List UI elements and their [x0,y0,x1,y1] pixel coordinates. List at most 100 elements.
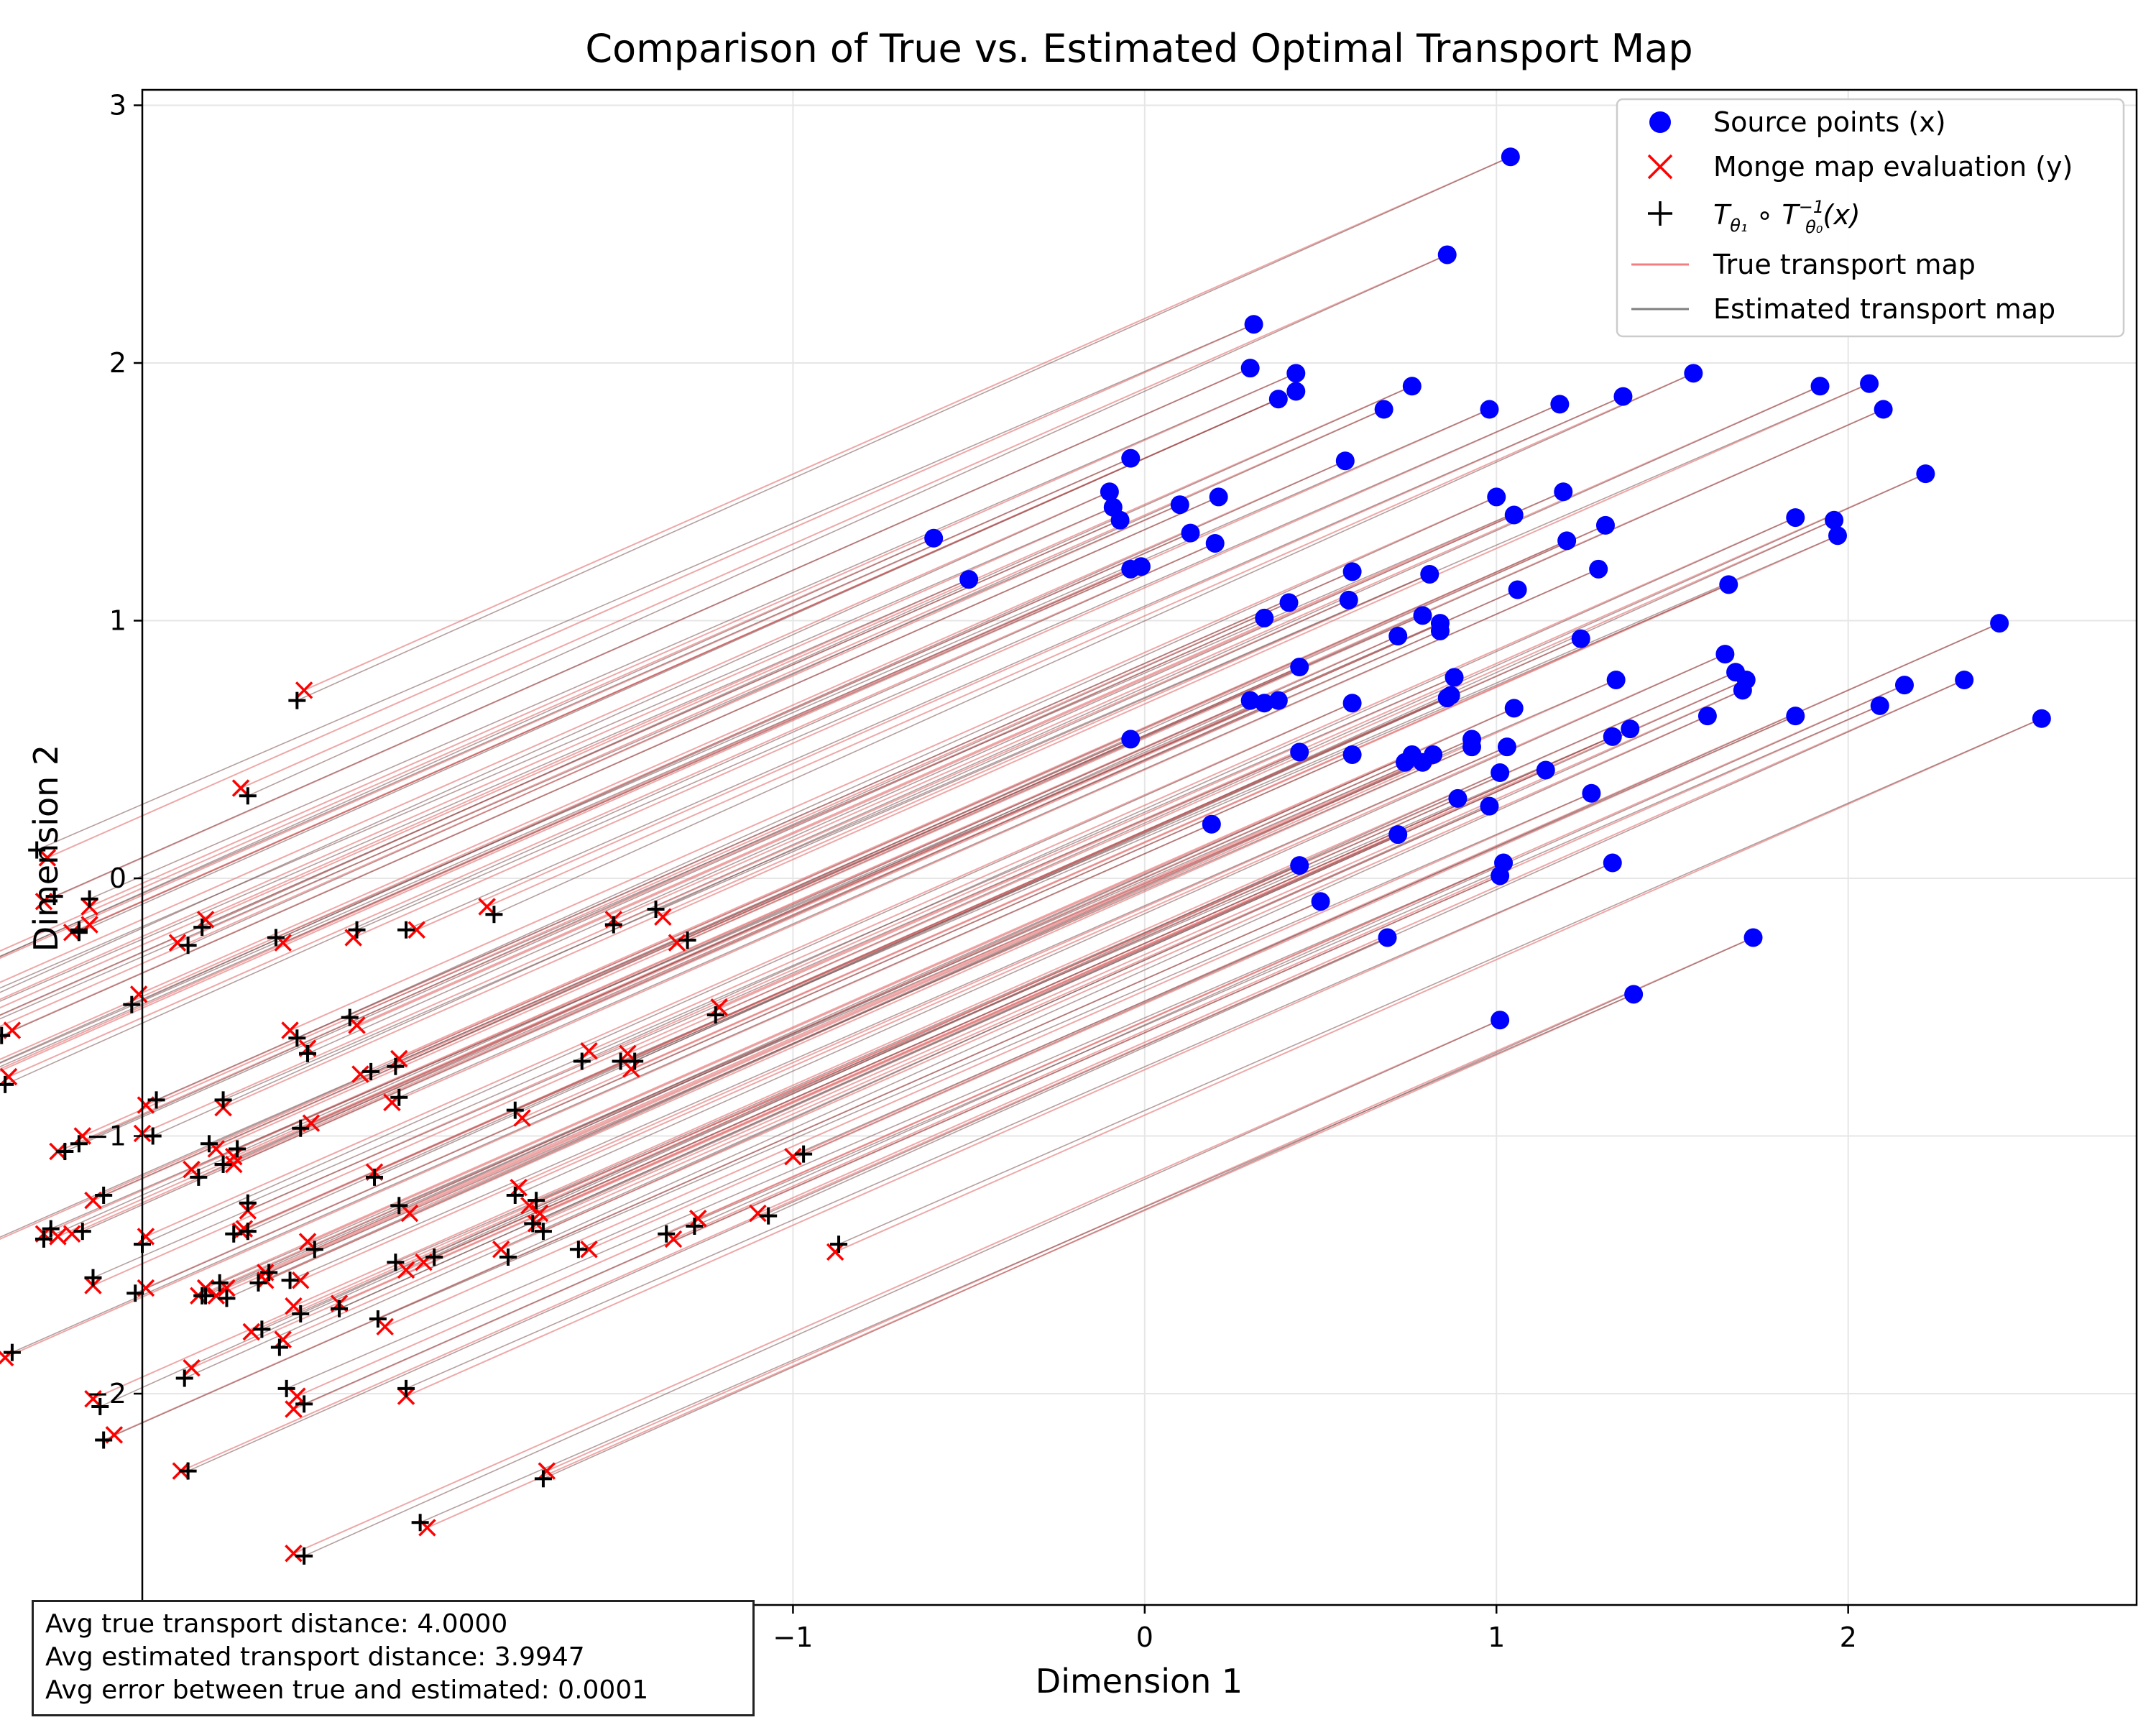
monge-point-stroke [257,1271,275,1289]
stat-estimated-distance: Avg estimated transport distance: 3.9947 [45,1641,741,1674]
source-point [1121,730,1141,749]
monge-point [400,1204,419,1223]
source-point [1374,400,1393,419]
estimated-transport-line [11,824,1212,1353]
source-point [1684,364,1703,383]
true-transport-line [226,754,1434,1289]
source-point [1606,670,1626,689]
monge-point-stroke [619,1044,637,1063]
estimated-point [270,1338,288,1356]
true-transport-line [264,746,1473,1282]
estimated-point [253,1320,271,1338]
monge-point-stroke [344,929,362,947]
monge-point [668,934,686,952]
source-point [1290,856,1309,875]
true-transport-line [307,707,1515,1243]
legend-estimated-marker [1648,201,1672,226]
y-tick-label: −2 [86,1378,126,1409]
true-transport-line [89,372,1296,908]
source-point [1990,614,2009,633]
stats-box: Avg true transport distance: 4.0000 Avg … [32,1600,755,1716]
monge-point [231,779,250,797]
true-transport-line [264,738,1473,1274]
estimated-point [390,1088,408,1106]
estimated-point [218,1289,236,1307]
estimated-point [3,1343,21,1361]
estimated-transport-line [198,635,1399,1178]
estimated-point [239,787,257,805]
x-tick-label: 1 [1488,1622,1505,1653]
true-transport-line [673,704,1881,1240]
monge-point-stroke [492,1241,510,1259]
true-transport-line [282,805,1490,1340]
monge-point [285,1545,303,1563]
stat-error: Avg error between true and estimated: 0.… [45,1674,741,1707]
estimated-point [573,1052,591,1070]
true-transport-line [93,865,1300,1400]
estimated-point [95,1431,113,1449]
estimated-transport-line [665,705,1881,1235]
source-point [1240,359,1260,378]
estimated-point [147,1091,165,1109]
estimated-transport-line [219,754,1434,1284]
monge-point [168,934,187,952]
source-point [1571,629,1590,648]
monge-point-stroke [826,1243,844,1261]
estimated-point [179,937,197,954]
monge-point [274,1330,292,1348]
estimated-point [214,1155,232,1173]
estimated-transport-line [268,746,1473,1274]
monge-point-stroke [0,1067,18,1086]
monge-point [397,1261,415,1279]
monge-point-stroke [538,1462,556,1480]
monge-point [0,1067,18,1086]
monge-point-stroke [285,1297,303,1315]
monge-point [298,1233,317,1251]
monge-point-stroke [710,998,728,1016]
data-markers [0,147,2051,1565]
monge-point-stroke [129,985,148,1003]
estimated-transport-line [279,805,1490,1348]
source-point [1860,374,1879,393]
estimated-transport-line [93,751,1300,1279]
estimated-point [569,1241,587,1259]
source-point [959,570,979,589]
estimated-point [604,916,622,934]
source-point [1595,515,1615,535]
monge-point [137,1228,155,1246]
monge-point-stroke [513,1109,531,1127]
legend-monge-marker [1647,154,1673,180]
true-transport-line [293,772,1501,1307]
estimated-point [524,1215,542,1233]
true-transport-line [293,1019,1501,1555]
source-point [1205,533,1225,553]
estimated-transport-line [0,579,969,1002]
source-point [1342,745,1362,764]
source-point [1874,400,1893,419]
true-transport-line [356,491,1564,1026]
source-point [1697,707,1717,726]
stat-estimated-distance-value: 3.9947 [494,1642,585,1672]
estimated-transport-line [494,372,1694,915]
estimated-transport-line [515,653,1726,1196]
source-point [1715,645,1735,664]
source-point [1621,719,1640,739]
source-point [1255,694,1274,713]
estimated-transport-line [286,862,1504,1389]
source-point [1825,510,1844,530]
legend-source-label: Source points (x) [1713,106,1946,138]
estimated-transport-line [768,679,1965,1217]
source-point [1624,985,1644,1004]
estimated-point [267,929,285,947]
monge-point [183,1160,201,1179]
true-transport-line [138,460,1346,995]
true-transport-line [757,679,1965,1214]
estimated-transport-line [377,792,1592,1320]
source-point [1335,451,1355,471]
monge-point [73,1127,92,1145]
y-tick-label: −1 [86,1121,126,1152]
estimated-point [485,906,503,924]
monge-point-stroke [196,911,215,929]
monge-point-stroke [225,1155,243,1174]
